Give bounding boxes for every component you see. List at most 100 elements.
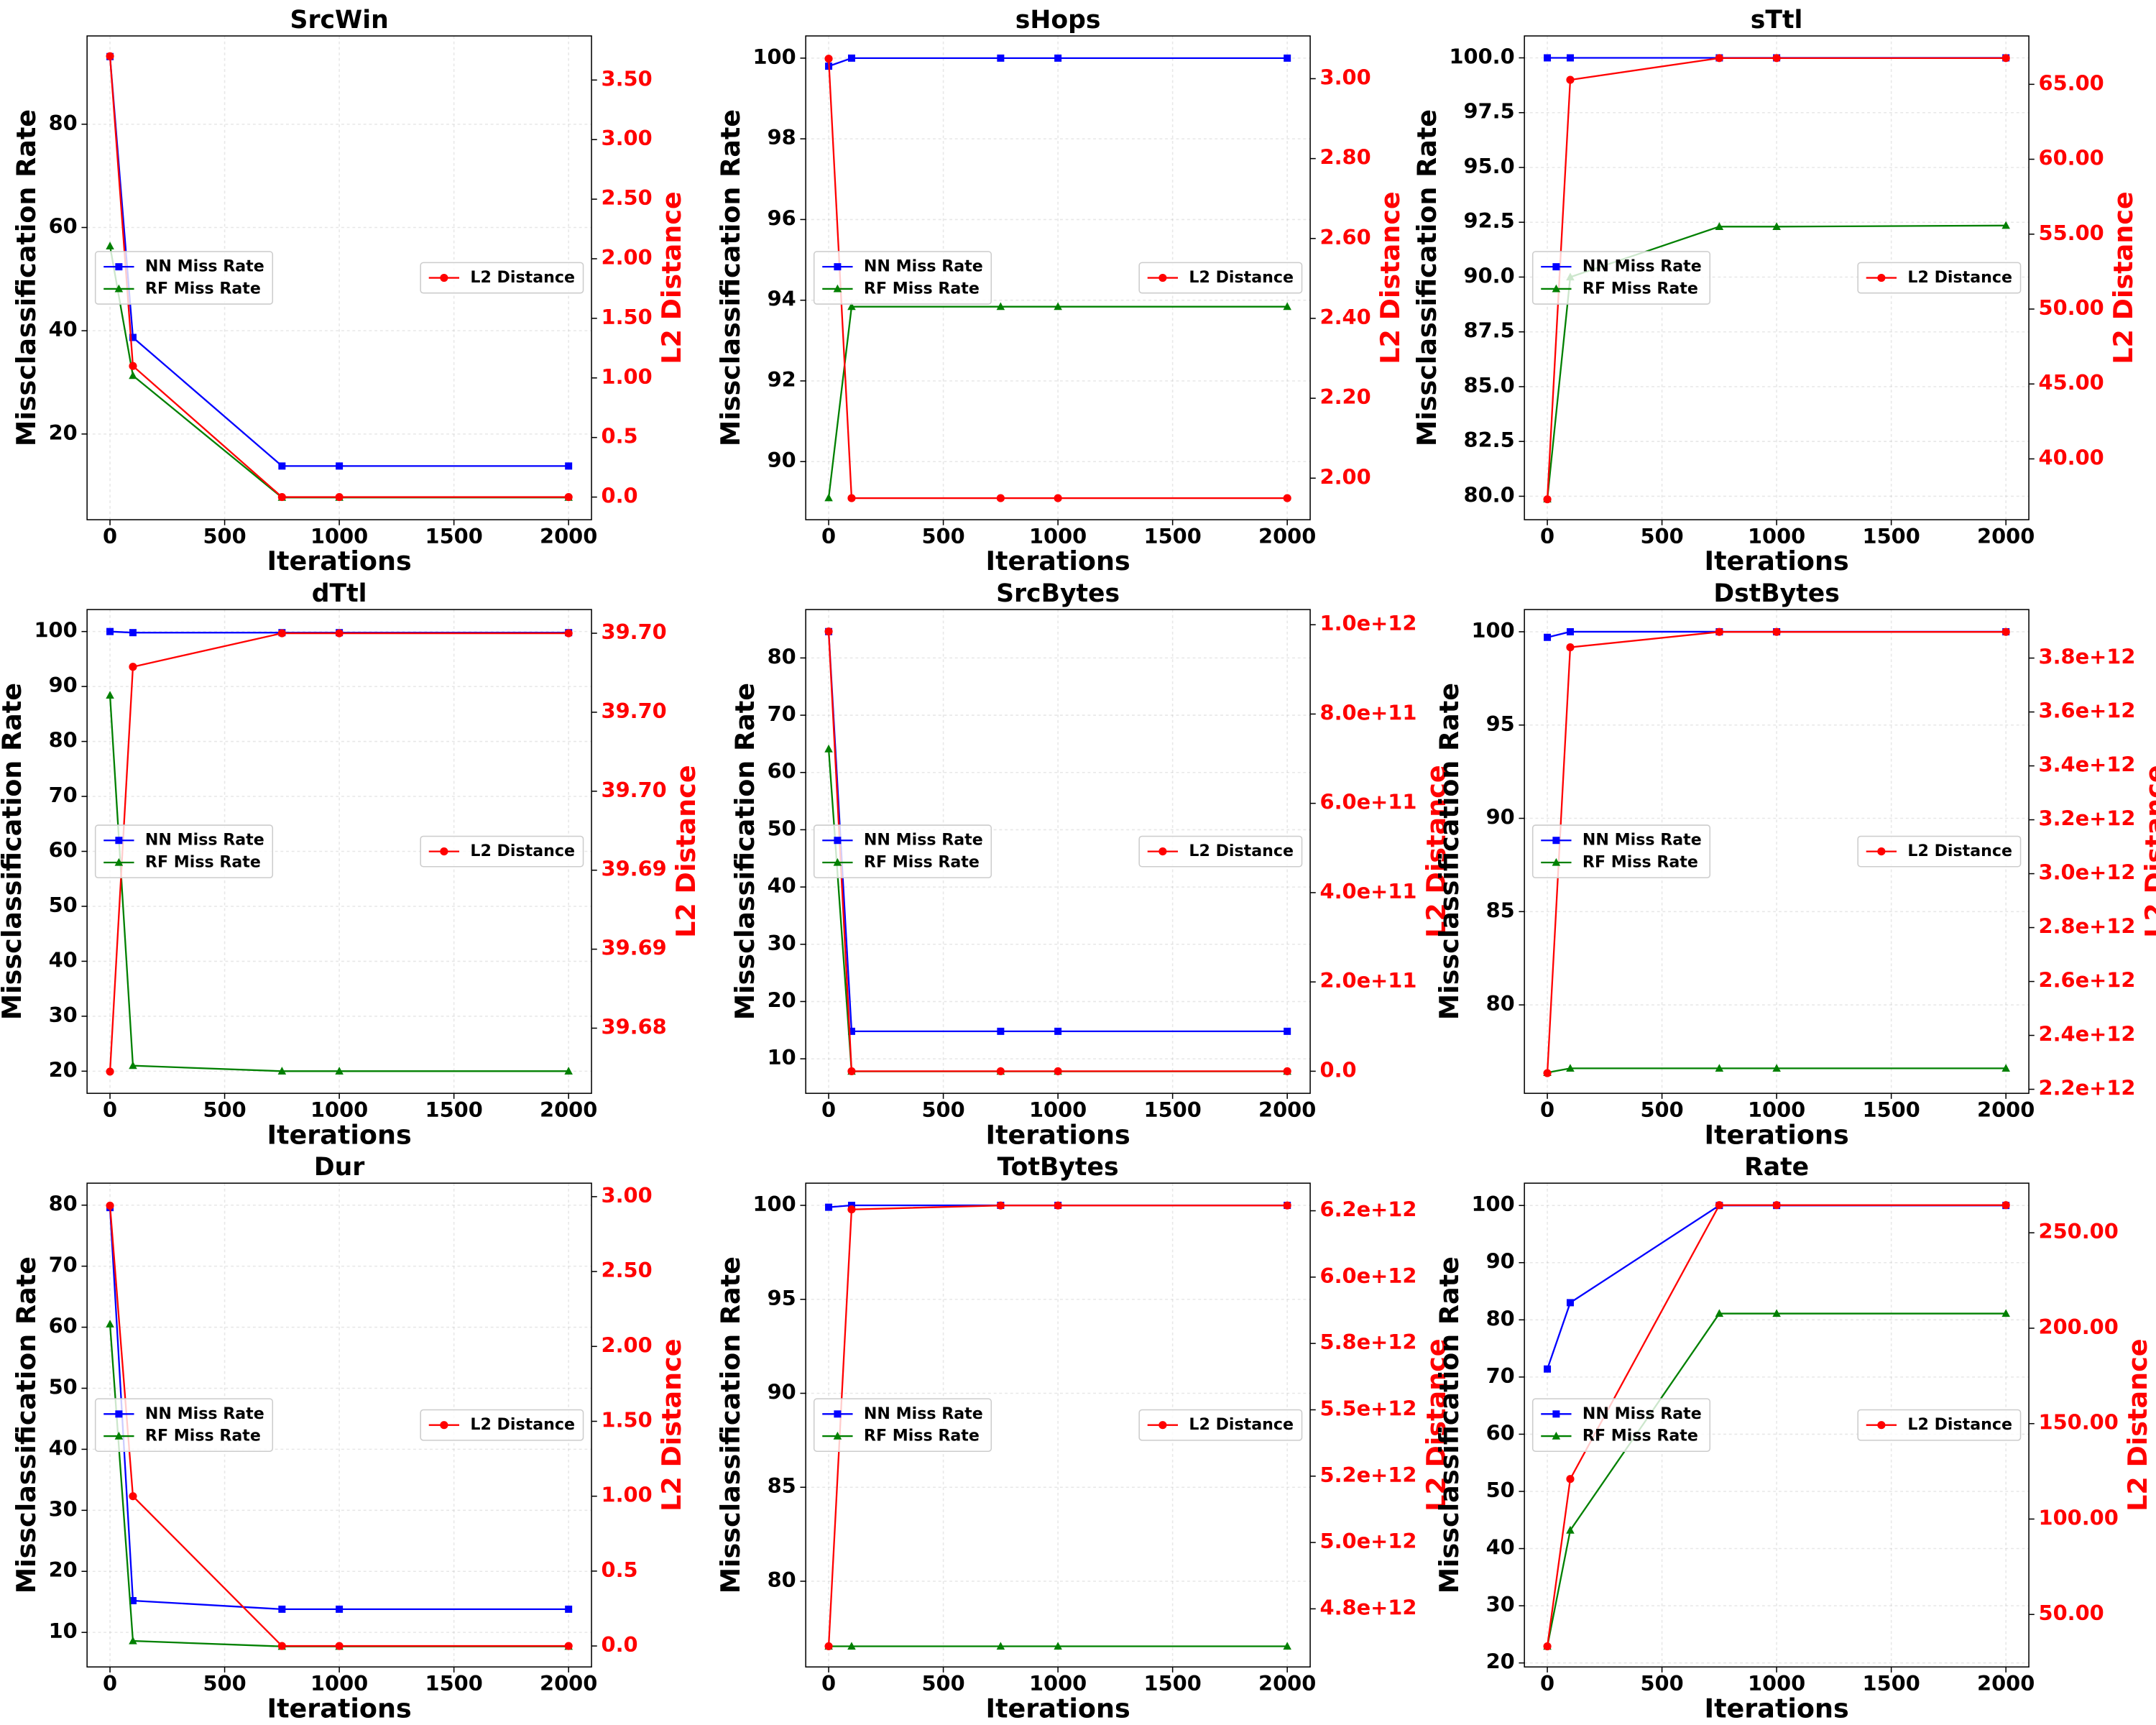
marker <box>1158 1421 1167 1430</box>
y2-tick-label: 65.00 <box>2039 70 2104 95</box>
y-tick-label: 100 <box>753 45 796 69</box>
x-tick-label: 2000 <box>1258 524 1316 548</box>
marker <box>440 1421 448 1430</box>
legend-label: RF Miss Rate <box>1583 1427 1698 1445</box>
marker <box>2001 627 2010 636</box>
marker <box>1772 1064 1781 1072</box>
y2-tick-label: 250.00 <box>2039 1219 2119 1243</box>
y-tick-label: 90 <box>768 1380 796 1404</box>
legend-label: L2 Distance <box>1189 1415 1294 1434</box>
marker <box>996 1201 1005 1210</box>
y-axis-label: Missclassification Rate <box>729 683 760 1020</box>
marker <box>2001 1201 2010 1210</box>
x-axis-label: Iterations <box>985 1119 1130 1150</box>
y-tick-label: 80 <box>49 111 78 135</box>
x-tick-label: 0 <box>1540 1098 1554 1122</box>
chart-title: Rate <box>1744 1153 1809 1182</box>
legend: NN Miss Rate RF Miss Rate <box>813 1398 992 1453</box>
y-tick-label: 90 <box>1486 1249 1515 1274</box>
subplot: 0 500 1000 1500 2000 80 85 90 95 100 4.8e+12 5.0e+1… <box>715 1153 1452 1724</box>
x-tick-label: 0 <box>1540 1671 1554 1696</box>
y-tick-label: 40 <box>1486 1535 1515 1560</box>
y2-tick-label: 50.00 <box>2039 1601 2104 1625</box>
y2-tick-label: 3.6e+12 <box>2039 699 2136 723</box>
marker <box>277 629 286 638</box>
marker <box>1566 627 1574 635</box>
legend-box <box>1531 824 1711 878</box>
marker <box>106 1201 114 1210</box>
x-tick-label: 1000 <box>310 1671 368 1696</box>
chart-title: dTtl <box>312 579 367 608</box>
y2-tick-label: 39.70 <box>602 778 667 802</box>
y2-tick-label: 39.70 <box>602 620 667 644</box>
y-axis-label: Missclassification Rate <box>1434 683 1465 1020</box>
y-tick-label: 82.5 <box>1464 428 1515 452</box>
marker <box>440 273 448 282</box>
marker <box>833 284 842 293</box>
marker <box>1054 494 1062 502</box>
x-tick-label: 500 <box>921 1671 964 1696</box>
marker <box>1877 847 1886 856</box>
marker <box>277 493 286 502</box>
y-tick-label: 70 <box>49 1253 78 1277</box>
y-tick-label: 30 <box>768 931 796 955</box>
marker <box>2001 1309 2010 1317</box>
marker <box>1877 273 1886 282</box>
legend-box <box>1857 1409 2022 1441</box>
marker <box>847 1027 855 1035</box>
y-tick-label: 20 <box>1486 1650 1515 1674</box>
y2-tick-label: 50.00 <box>2039 295 2104 320</box>
plot-frame <box>805 35 1311 520</box>
marker <box>834 837 842 845</box>
y-tick-label: 80 <box>49 728 78 753</box>
y2-axis-label: L2 Distance <box>656 191 687 364</box>
y-tick-label: 80 <box>1486 1306 1515 1330</box>
marker <box>1543 495 1552 504</box>
y2-tick-label: 4.8e+12 <box>1320 1595 1417 1619</box>
y-tick-label: 95 <box>1486 712 1515 736</box>
marker <box>278 1605 286 1613</box>
marker <box>996 1067 1005 1075</box>
x-tick-label: 2000 <box>1977 1098 2035 1122</box>
y2-tick-label: 39.70 <box>602 699 667 723</box>
legend-label: NN Miss Rate <box>1583 257 1702 276</box>
x-tick-label: 1000 <box>310 1098 368 1122</box>
y2-tick-label: 3.50 <box>602 66 653 91</box>
y-tick-label: 50 <box>768 816 796 840</box>
legend-box <box>813 824 992 878</box>
y2-tick-label: 60.00 <box>2039 146 2104 170</box>
x-axis-label: Iterations <box>1704 546 1848 576</box>
y-tick-label: 60 <box>49 838 78 862</box>
subplot: 0 500 1000 1500 2000 20 30 40 50 60 70 80 90 100 39.68… <box>0 579 701 1150</box>
y-tick-label: 100 <box>34 618 78 643</box>
y-tick-label: 30 <box>49 1003 78 1027</box>
marker <box>1054 1067 1062 1075</box>
y2-tick-label: 150.00 <box>2039 1410 2119 1435</box>
x-tick-label: 1500 <box>1144 1671 1202 1696</box>
y2-axis-label: L2 Distance <box>656 1338 687 1511</box>
y-tick-label: 30 <box>1486 1592 1515 1616</box>
x-tick-label: 0 <box>103 1671 117 1696</box>
legend-label: RF Miss Rate <box>145 279 261 298</box>
chart-title: SrcWin <box>290 6 389 34</box>
marker <box>1283 1201 1291 1210</box>
marker <box>1544 1365 1552 1373</box>
marker <box>106 242 114 249</box>
marker <box>2001 221 2010 229</box>
y-tick-label: 60 <box>1486 1420 1515 1445</box>
marker <box>1772 1309 1781 1317</box>
subplot: 0 500 1000 1500 2000 10 20 30 40 50 60 70 80 0.0 2.0e+… <box>729 579 1452 1150</box>
marker <box>1772 222 1781 230</box>
marker <box>996 302 1005 310</box>
y2-tick-label: 39.69 <box>602 936 667 960</box>
marker <box>1566 1525 1575 1534</box>
x-tick-label: 1000 <box>1748 1098 1805 1122</box>
legend: L2 Distance <box>1857 1409 2022 1441</box>
marker <box>106 627 114 635</box>
legend: L2 Distance <box>420 262 584 294</box>
legend: L2 Distance <box>1857 835 2022 868</box>
series-line <box>1546 1312 2007 1647</box>
marker <box>1283 302 1291 310</box>
marker <box>129 629 137 637</box>
y2-tick-label: 45.00 <box>2039 370 2104 395</box>
